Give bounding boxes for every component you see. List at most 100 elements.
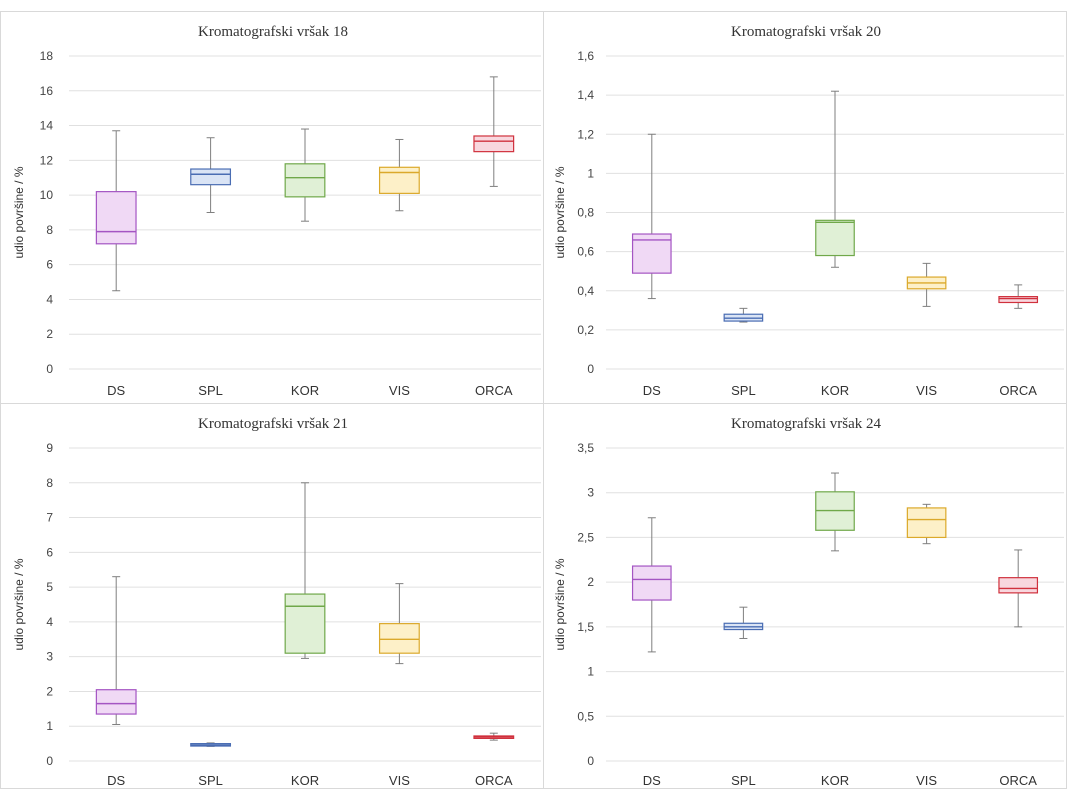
box-orca [998,284,1039,309]
y-tick-label: 2 [46,327,53,341]
box-iqr [190,168,232,186]
y-tick-label: 2,5 [577,530,594,544]
x-category-label: SPL [731,773,756,788]
x-category-label: DS [643,773,661,788]
box-iqr [284,593,326,654]
y-tick-label: 14 [40,119,54,133]
x-category-label: SPL [198,383,223,398]
y-tick-label: 0 [587,362,594,376]
box-ds [95,130,137,292]
box-iqr [95,191,137,245]
y-tick-label: 18 [40,49,54,63]
chart-title: Kromatografski vršak 24 [731,416,881,432]
x-category-label: ORCA [999,383,1037,398]
y-tick-label: 3 [46,650,53,664]
chart-title: Kromatografski vršak 21 [198,416,348,432]
y-tick-label: 1 [587,665,594,679]
y-tick-label: 3 [587,486,594,500]
box-iqr [95,689,137,715]
box-vis [378,583,420,665]
y-tick-label: 1,6 [577,49,594,63]
chart-title: Kromatografski vršak 18 [198,24,348,40]
y-axis-label: udio površine / % [12,166,26,258]
y-tick-label: 9 [46,441,53,455]
chart-panel-peak-21: Kromatografski vršak 21 udio površine / %… [0,403,544,789]
y-tick-label: 4 [46,292,53,306]
chart-svg: Kromatografski vršak 24 udio površine / %… [553,416,1064,788]
box-spl [723,606,764,639]
y-tick-label: 3,5 [577,441,594,455]
box-spl [190,137,232,213]
box-kor [815,472,855,552]
y-tick-label: 0 [46,362,53,376]
y-tick-label: 2 [587,575,594,589]
chart-panel-peak-24: Kromatografski vršak 24 udio površine / %… [543,403,1067,789]
chart-svg: Kromatografski vršak 20 udio površine / %… [553,24,1064,398]
y-tick-label: 1,2 [577,127,594,141]
box-ds [631,517,672,653]
y-tick-label: 0,6 [577,245,594,259]
y-tick-label: 1,4 [577,88,594,102]
chart-svg: Kromatografski vršak 18 udio površine / %… [12,24,541,398]
chart-panel-peak-18: Kromatografski vršak 18 udio površine / %… [0,11,544,404]
x-category-label: KOR [821,773,849,788]
y-tick-label: 8 [46,476,53,490]
box-iqr [998,296,1039,304]
box-iqr [378,623,420,654]
x-category-label: VIS [389,383,410,398]
box-orca [473,76,515,187]
box-kor [815,90,855,268]
x-category-label: KOR [291,383,319,398]
box-spl [723,307,764,323]
y-tick-label: 6 [46,258,53,272]
y-tick-label: 12 [40,153,54,167]
y-tick-label: 10 [40,188,54,202]
x-category-label: DS [643,383,661,398]
y-tick-label: 0 [587,754,594,768]
y-tick-label: 0 [46,754,53,768]
box-spl [190,742,232,747]
x-category-label: VIS [916,383,937,398]
box-orca [473,732,515,741]
y-axis-label: udio površine / % [553,558,567,650]
x-category-label: VIS [389,773,410,788]
x-category-label: DS [107,773,125,788]
box-iqr [631,565,672,601]
x-category-label: ORCA [475,773,513,788]
box-kor [284,482,326,659]
y-tick-label: 5 [46,580,53,594]
y-tick-label: 6 [46,545,53,559]
y-axis-label: udio površine / % [12,558,26,650]
box-iqr [378,166,420,194]
x-category-label: KOR [291,773,319,788]
box-ds [631,133,672,300]
y-tick-label: 2 [46,684,53,698]
y-tick-label: 0,4 [577,284,594,298]
box-vis [906,503,947,545]
y-tick-label: 1 [46,719,53,733]
y-tick-label: 7 [46,511,53,525]
x-category-label: SPL [731,383,756,398]
y-tick-label: 1 [587,166,594,180]
box-iqr [284,163,326,198]
y-tick-label: 0,5 [577,709,594,723]
box-vis [378,138,420,212]
chart-panel-peak-20: Kromatografski vršak 20 udio površine / %… [543,11,1067,404]
x-category-label: SPL [198,773,223,788]
box-vis [906,262,947,307]
x-category-label: KOR [821,383,849,398]
box-iqr [473,135,515,153]
x-category-label: ORCA [475,383,513,398]
box-kor [284,128,326,222]
y-tick-label: 16 [40,84,54,98]
box-ds [95,576,137,725]
box-orca [998,549,1039,628]
chart-svg: Kromatografski vršak 21 udio površine / %… [12,416,541,788]
y-tick-label: 1,5 [577,620,594,634]
box-iqr [998,577,1039,594]
chart-title: Kromatografski vršak 20 [731,24,881,40]
x-category-label: DS [107,383,125,398]
x-category-label: VIS [916,773,937,788]
x-category-label: ORCA [999,773,1037,788]
y-tick-label: 4 [46,615,53,629]
